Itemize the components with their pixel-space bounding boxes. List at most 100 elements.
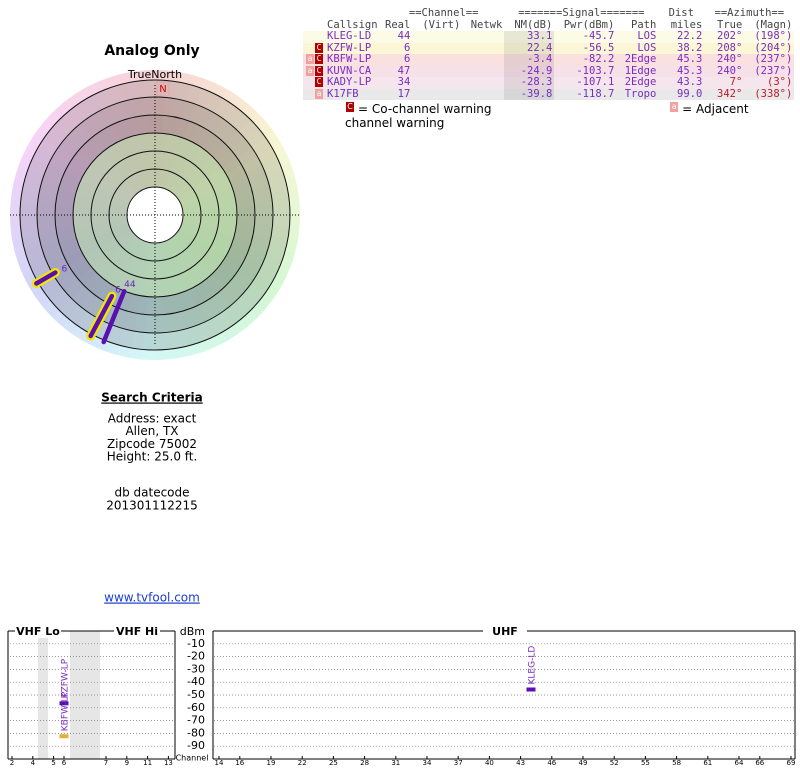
cell: -24.9: [504, 65, 555, 77]
site-link[interactable]: www.tvfool.com: [104, 591, 200, 605]
cell: -3.4: [504, 54, 555, 66]
adjacent-text: = Adjacent channel warning: [345, 102, 749, 130]
column-header: Callsign: [327, 19, 378, 31]
cell: 33.1: [504, 31, 555, 43]
cell: [462, 54, 504, 66]
cell: [462, 89, 504, 101]
column-header: miles: [670, 19, 703, 31]
warning-icon: C: [315, 54, 323, 64]
cell: 2Edge: [624, 54, 657, 65]
cell: -118.7: [576, 88, 615, 100]
y-tick-label: -50: [187, 688, 205, 701]
band-label: VHF Lo: [16, 625, 60, 638]
cell: KADY-LP: [327, 77, 372, 88]
signal-callsign: KBFW-LP: [61, 691, 71, 731]
warning-icon: a: [306, 54, 314, 64]
x-tick-label: 49: [579, 759, 588, 767]
polar-title: Analog Only: [104, 43, 199, 59]
column-header-row: Callsign Real (Virt) Netwk NM(dB) Pwr(dBm) Pat…: [303, 20, 794, 32]
column-header: (Virt): [422, 19, 461, 31]
station-channel: 6: [62, 265, 68, 275]
warnings: C: [303, 42, 325, 55]
band-label-bg: [114, 624, 160, 638]
x-tick-label: 2: [10, 759, 14, 767]
cell: 45.3: [677, 54, 703, 65]
cell: 240°: [717, 65, 743, 77]
north-mark: N: [159, 84, 166, 95]
cell: KBFW-LP: [327, 54, 372, 65]
x-tick-label: 52: [610, 759, 619, 767]
warnings: C: [303, 77, 325, 89]
cell: (204°): [754, 42, 793, 54]
cell: Tropo: [624, 88, 657, 100]
blank: [303, 20, 325, 32]
y-tick-label: -60: [187, 701, 205, 714]
x-tick-label: 16: [235, 759, 244, 767]
x-tick-label: 22: [298, 759, 307, 767]
station-channel: 6: [115, 285, 121, 295]
blank: [303, 8, 383, 20]
cell: [462, 77, 504, 89]
cell: K17FB: [327, 88, 359, 100]
y-tick-label: -80: [187, 726, 205, 739]
cell: 43.3: [677, 77, 703, 88]
station-row: a C KUVN-CA 47 -24.9 -103.7 1Edge 45.3 240° (237°…: [303, 65, 795, 78]
station-row: C KADY-LP 34 -28.3 -107.1 2Edge 43.3 7° (3°): [303, 77, 795, 89]
x-tick-label: 4: [31, 759, 36, 767]
cell: (198°): [754, 31, 793, 42]
station-line: [34, 270, 58, 286]
y-tick-label: -10: [187, 637, 205, 650]
cell: [412, 31, 462, 43]
x-tick-label: 37: [454, 759, 463, 767]
x-tick-label: 11: [143, 759, 152, 767]
cell: 44: [397, 31, 411, 42]
search-line: Address: exact: [108, 412, 197, 426]
x-tick-label: 69: [787, 759, 796, 767]
cell: (237°): [754, 54, 793, 65]
cell: [462, 66, 504, 78]
warning-icon: C: [315, 65, 323, 76]
x-tick-label: 28: [360, 759, 369, 767]
band-label-bg: [483, 624, 527, 638]
cell: [412, 89, 462, 101]
station-table: ==Channel== =======Signal======= Dist ==Azi…: [303, 8, 795, 101]
adjacent-icon: a: [670, 102, 679, 112]
cell: LOS: [637, 42, 657, 54]
column-header: Path: [631, 19, 657, 31]
co-channel-text: = Co-channel warning: [358, 102, 492, 116]
x-tick-label: 61: [703, 759, 712, 767]
column-header: Real: [385, 19, 411, 31]
x-tick-label: 46: [547, 759, 556, 767]
y-tick-label: -30: [187, 662, 205, 675]
x-tick-label: 55: [641, 759, 650, 767]
cell: 45.3: [677, 65, 703, 77]
cell: -107.1: [576, 77, 615, 88]
y-tick-label: -20: [187, 650, 205, 663]
search-line: Height: 25.0 ft.: [107, 450, 198, 464]
north-label: TrueNorth: [127, 68, 182, 81]
cell: [462, 43, 504, 55]
x-tick-label: 64: [735, 759, 744, 767]
warning-icon: a: [315, 88, 323, 99]
x-tick-label: 14: [215, 759, 224, 767]
warnings: [303, 31, 325, 43]
y-tick-label: -90: [187, 739, 205, 752]
cell: 208°: [717, 42, 743, 54]
search-line: Zipcode 75002: [107, 437, 197, 451]
x-tick-label: 34: [423, 759, 432, 767]
cell: -103.7: [576, 65, 615, 77]
search-line: Allen, TX: [125, 424, 178, 438]
cell: -56.5: [582, 42, 615, 54]
x-tick-label: 13: [164, 759, 173, 767]
station-line: [88, 293, 115, 339]
cell: 342°: [717, 88, 743, 100]
x-tick-label: 31: [391, 759, 400, 767]
x-tick-label: 5: [51, 759, 55, 767]
station-channel: 44: [124, 280, 136, 290]
cell: (3°): [767, 77, 793, 88]
cell: (237°): [754, 65, 793, 77]
cell: [412, 54, 462, 66]
